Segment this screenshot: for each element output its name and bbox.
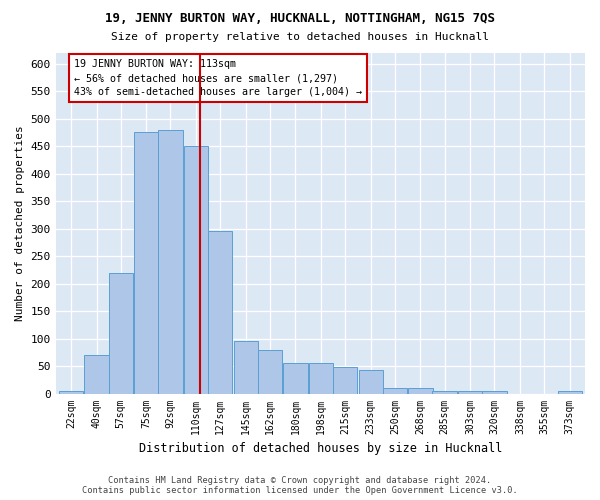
Text: Contains HM Land Registry data © Crown copyright and database right 2024.
Contai: Contains HM Land Registry data © Crown c… [82,476,518,495]
Bar [258,350,282,394]
X-axis label: Distribution of detached houses by size in Hucknall: Distribution of detached houses by size … [139,442,502,455]
Bar [158,130,182,394]
Bar [383,388,407,394]
Bar [433,392,457,394]
Bar [59,392,83,394]
Bar [309,364,333,394]
Bar [233,342,258,394]
Bar [184,146,208,394]
Bar [557,392,582,394]
Bar [109,272,133,394]
Y-axis label: Number of detached properties: Number of detached properties [15,125,25,321]
Bar [85,355,109,394]
Text: 19 JENNY BURTON WAY: 113sqm
← 56% of detached houses are smaller (1,297)
43% of : 19 JENNY BURTON WAY: 113sqm ← 56% of det… [74,59,362,97]
Bar [482,392,506,394]
Text: 19, JENNY BURTON WAY, HUCKNALL, NOTTINGHAM, NG15 7QS: 19, JENNY BURTON WAY, HUCKNALL, NOTTINGH… [105,12,495,26]
Bar [134,132,158,394]
Bar [458,392,482,394]
Bar [359,370,383,394]
Bar [283,364,308,394]
Bar [208,232,232,394]
Text: Size of property relative to detached houses in Hucknall: Size of property relative to detached ho… [111,32,489,42]
Bar [333,367,358,394]
Bar [409,388,433,394]
